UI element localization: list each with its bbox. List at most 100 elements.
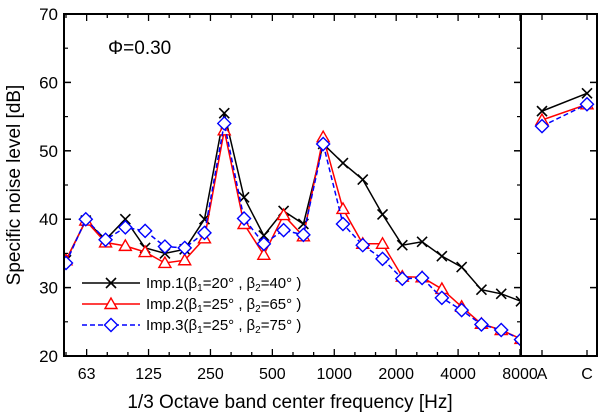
y-tick-label: 40 [39,210,58,229]
diamond-marker [394,271,410,287]
diamond-marker [256,236,272,252]
legend-label-part: =65° ) [261,296,302,313]
diamond-marker [579,96,595,112]
x-marker [475,284,488,296]
diamond-marker [414,270,430,286]
legend-label: Imp.3(β1=25° , β2=75° ) [146,317,301,336]
diamond-marker [216,115,232,131]
triangle-marker [137,244,153,258]
x-axis-label: 1/3 Octave band center frequency [Hz] [127,392,452,413]
x-tick-label: 250 [197,366,224,383]
legend-label-part: 1 [197,304,203,315]
legend-label-part: β [189,296,198,313]
x-tick-label: 125 [135,366,162,383]
legend-label: Imp.1(β1=20° , β2=40° ) [146,275,301,294]
legend-item-2: Imp.2(β1=25° , β2=65° ) [82,296,301,315]
diamond-marker [177,240,193,256]
x-marker [536,105,548,117]
diamond-marker [315,136,331,152]
triangle-marker [118,238,133,252]
side-series-line [541,103,588,127]
triangle-marker [157,255,173,269]
legend-label-part: =20° , [203,275,243,292]
side-series-1 [536,87,593,117]
legend-label-part: 2 [255,283,261,294]
x-marker [105,277,117,289]
x-tick-label: 500 [259,366,286,383]
diamond-marker [103,317,119,333]
side-series-3 [534,96,595,134]
legend-label: Imp.2(β1=25° , β2=65° ) [146,296,301,315]
y-tick-label: 50 [39,142,58,161]
x-marker [337,157,349,169]
triangle-marker [375,236,390,250]
x-tick-label: 2000 [378,366,414,383]
x-tick-label: 63 [78,366,96,383]
diamond-marker [355,237,371,253]
diamond-marker [117,219,133,235]
diamond-marker [276,222,292,238]
x-marker [218,107,230,119]
x-marker [119,213,131,225]
x-marker [456,261,468,273]
legend-label-part: =25° , [203,317,243,334]
diamond-marker [236,211,252,227]
diamond-marker [493,322,509,338]
y-tick-label: 60 [39,73,58,92]
diamond-marker [78,211,94,227]
legend-label-part: β [189,275,198,292]
legend-label-part: Imp.3( [146,317,189,334]
diamond-marker [157,239,173,255]
y-tick-label: 20 [39,347,58,366]
x-tick-label: 1000 [316,366,352,383]
legend-label-part: Imp.2( [146,296,189,313]
legend-label-part: 1 [197,283,203,294]
x-marker [436,250,448,262]
x-tick-label: 4000 [440,366,476,383]
diamond-marker [335,216,351,232]
y-tick-label: 30 [39,279,58,298]
side-plot-frame [520,13,598,357]
triangle-marker [103,296,119,310]
series-line [65,113,521,303]
x-marker [357,173,369,186]
legend-item-1: Imp.1(β1=20° , β2=40° ) [82,275,301,294]
x-marker [396,239,408,251]
legend-item-3: Imp.3(β1=25° , β2=75° ) [82,317,301,336]
x-marker [416,236,428,248]
x-marker [376,208,389,220]
x-marker [495,288,507,300]
x-marker [515,295,521,307]
y-axis-label: Specific noise level [dB] [4,85,25,286]
side-series-line [541,92,588,112]
legend-label-part: =75° ) [261,317,302,334]
diamond-marker [64,255,74,271]
diamond-marker [375,251,391,267]
legend-label-part: β [247,275,256,292]
legend-label-part: Imp.1( [146,275,189,292]
legend-label-part: 2 [255,325,261,336]
legend-label-part: β [247,296,256,313]
side-x-tick-label: C [581,366,593,383]
triangle-marker [256,247,272,260]
diamond-marker [534,118,550,134]
triangle-marker [177,252,192,266]
diamond-marker [295,227,311,243]
diamond-marker [454,302,470,318]
legend-label-part: =25° , [203,296,243,313]
diamond-marker [196,225,212,241]
legend-label-part: β [247,317,256,334]
side-series-line [541,103,588,121]
diamond-marker [137,223,153,239]
x-marker [581,87,593,99]
series-3 [64,115,521,348]
diamond-marker [434,290,450,306]
side-x-tick-label: A [537,366,548,383]
y-tick-label: 70 [39,5,58,24]
phi-annotation: Φ=0.30 [108,38,171,59]
x-tick-label: 8000 [502,366,538,383]
diamond-marker [98,232,114,248]
legend-label-part: β [189,317,198,334]
triangle-marker [276,207,291,221]
